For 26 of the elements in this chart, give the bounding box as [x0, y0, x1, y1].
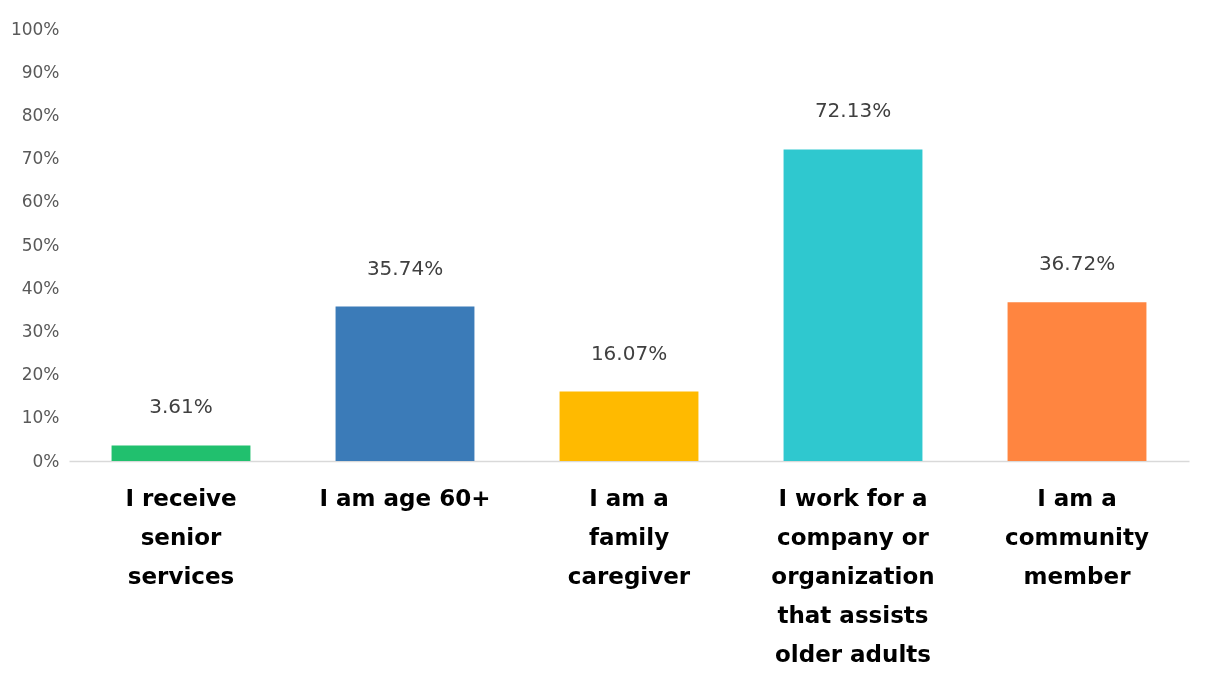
- y-tick-label: 70%: [21, 148, 60, 169]
- x-tick-label: I work for a company or organization that assists older adults: [771, 484, 935, 667]
- y-tick-label: 0%: [32, 450, 60, 471]
- data-label: 36.72%: [1038, 251, 1116, 276]
- bar: [111, 445, 251, 461]
- y-tick-label: 60%: [21, 191, 60, 212]
- y-tick-label: 30%: [21, 320, 60, 341]
- bar: [335, 306, 475, 461]
- bar: [1007, 302, 1147, 461]
- x-tick-label: I am age 60+: [319, 484, 491, 511]
- data-label: 72.13%: [814, 98, 892, 123]
- x-tick-label: I am a community member: [1005, 484, 1149, 589]
- data-label: 3.61%: [149, 394, 213, 419]
- y-tick-label: 40%: [21, 277, 60, 298]
- bar: [783, 149, 923, 461]
- x-tick-label: I receive senior services: [125, 484, 237, 589]
- y-tick-label: 10%: [21, 407, 60, 428]
- y-tick-label: 20%: [21, 364, 60, 385]
- bar: [559, 391, 699, 461]
- y-tick-label: 80%: [21, 104, 60, 125]
- y-tick-label: 50%: [21, 234, 60, 255]
- data-label: 35.74%: [366, 255, 444, 280]
- data-label: 16.07%: [590, 340, 668, 365]
- x-tick-label: I am a family caregiver: [567, 484, 691, 589]
- y-tick-label: 100%: [10, 18, 60, 39]
- y-tick-label: 90%: [21, 61, 60, 82]
